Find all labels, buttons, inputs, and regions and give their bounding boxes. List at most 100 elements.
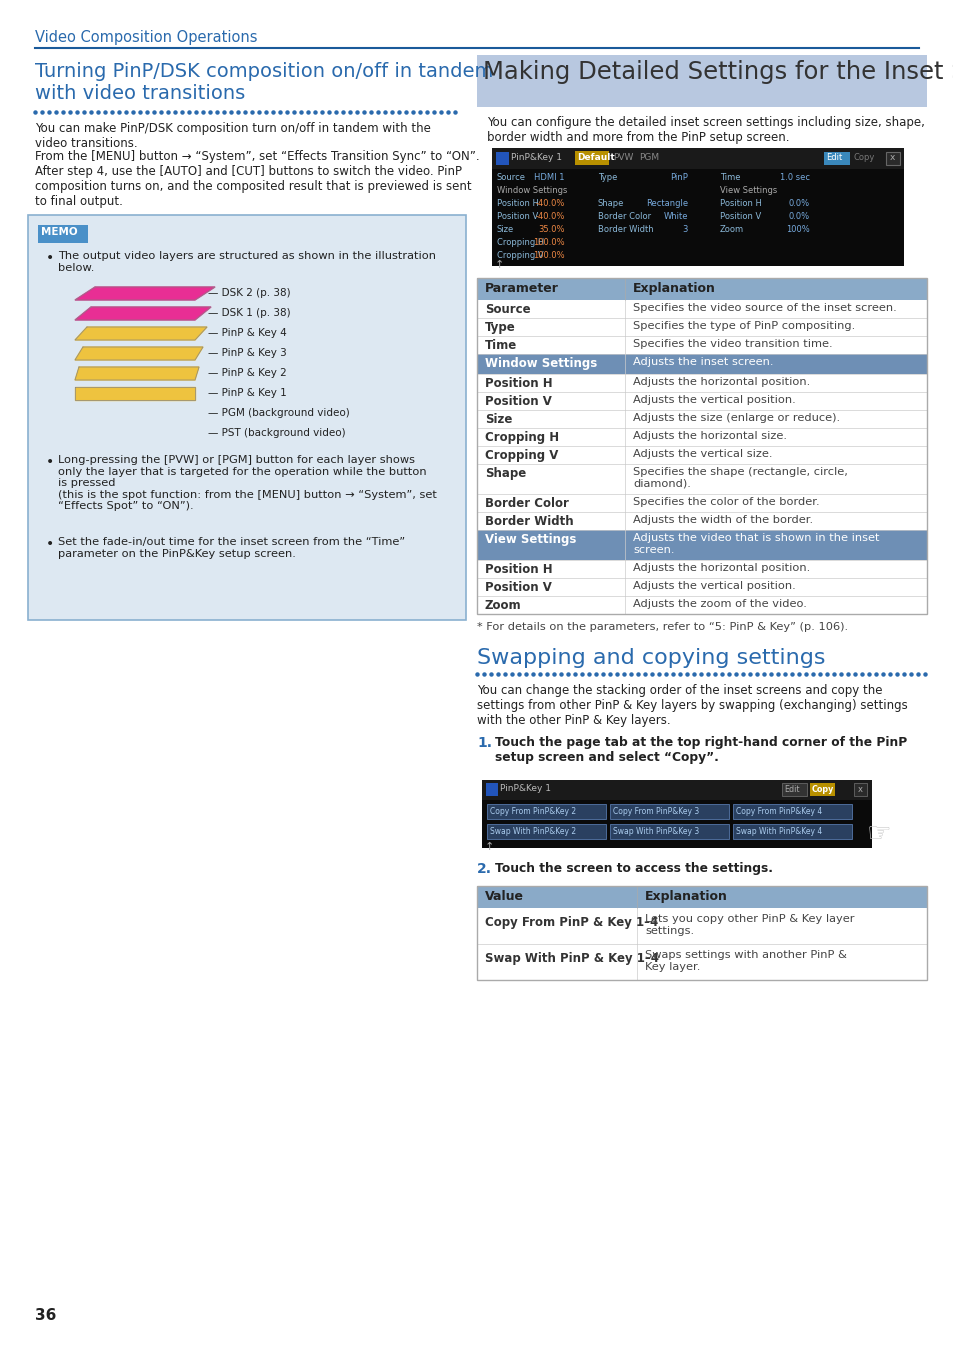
Text: Swaps settings with another PinP &
Key layer.: Swaps settings with another PinP & Key l… [644,950,846,972]
Text: PinP&Key 1: PinP&Key 1 [499,784,551,792]
Bar [732,824,851,838]
Bar [476,278,926,300]
Text: 100.0%: 100.0% [533,238,564,247]
Text: Window Settings: Window Settings [484,356,597,370]
Text: Swap With PinP & Key 1–4: Swap With PinP & Key 1–4 [484,952,659,965]
Polygon shape [75,327,207,340]
Text: Adjusts the vertical position.: Adjusts the vertical position. [633,396,795,405]
Text: 100%: 100% [785,225,809,234]
Text: Set the fade-in/out time for the inset screen from the “Time”
parameter on the P: Set the fade-in/out time for the inset s… [58,537,405,559]
Text: Edit: Edit [825,153,841,162]
Text: — PinP & Key 3: — PinP & Key 3 [208,348,287,358]
Text: Value: Value [484,890,523,903]
Bar [476,374,926,392]
Text: Window Settings: Window Settings [497,186,567,194]
Bar [476,886,926,980]
Bar [809,783,834,796]
Text: You can change the stacking order of the inset screens and copy the
settings fro: You can change the stacking order of the… [476,684,907,728]
Text: Cropping H: Cropping H [484,431,558,444]
Bar [28,215,465,620]
Text: Swap With PinP&Key 2: Swap With PinP&Key 2 [490,828,576,836]
Bar [496,153,509,165]
Text: Position V: Position V [484,580,551,594]
Text: — PGM (background video): — PGM (background video) [208,408,350,418]
Polygon shape [75,347,203,360]
Text: Specifies the color of the border.: Specifies the color of the border. [633,497,819,508]
Bar [476,428,926,446]
Bar [476,512,926,531]
Text: Size: Size [497,225,514,234]
Text: Adjusts the inset screen.: Adjusts the inset screen. [633,356,773,367]
Text: MEMO: MEMO [41,227,77,238]
Text: Touch the page tab at the top right-hand corner of the PinP
setup screen and sel: Touch the page tab at the top right-hand… [495,736,906,764]
Text: Copy From PinP&Key 4: Copy From PinP&Key 4 [735,807,821,815]
Text: Time: Time [484,339,517,352]
Text: After step 4, use the [AUTO] and [CUT] buttons to switch the video. PinP
composi: After step 4, use the [AUTO] and [CUT] b… [35,165,471,208]
Text: Explanation: Explanation [644,890,727,903]
Text: 1.: 1. [476,736,492,751]
Text: 0.0%: 0.0% [788,212,809,221]
Text: ☞: ☞ [866,819,891,848]
Text: Turning PinP/DSK composition on/off in tandem
with video transitions: Turning PinP/DSK composition on/off in t… [35,62,493,103]
Text: Zoom: Zoom [720,225,743,234]
Bar [486,805,605,819]
Text: The output video layers are structured as shown in the illustration
below.: The output video layers are structured a… [58,251,436,273]
Text: Position H: Position H [720,198,761,208]
Text: Cropping H: Cropping H [497,238,543,247]
Text: ↑: ↑ [484,842,494,852]
Text: 3: 3 [682,225,687,234]
Text: Position V: Position V [484,396,551,408]
Text: — PinP & Key 4: — PinP & Key 4 [208,328,287,338]
Text: Border Color: Border Color [598,212,651,221]
Text: -40.0%: -40.0% [535,212,564,221]
Text: Shape: Shape [598,198,623,208]
Text: Position H: Position H [497,198,538,208]
Text: Cropping V: Cropping V [497,251,543,261]
Text: Specifies the video source of the inset screen.: Specifies the video source of the inset … [633,302,896,313]
Bar [481,780,871,848]
Text: Lets you copy other PinP & Key layer
settings.: Lets you copy other PinP & Key layer set… [644,914,854,936]
Text: Adjusts the vertical position.: Adjusts the vertical position. [633,580,795,591]
Text: White: White [662,212,687,221]
Polygon shape [75,306,211,320]
Text: PGM: PGM [639,153,659,162]
Text: Default: Default [577,153,614,162]
Text: You can make PinP/DSK composition turn on/off in tandem with the
video transitio: You can make PinP/DSK composition turn o… [35,122,431,150]
Bar [486,824,605,838]
Bar [38,225,88,243]
Text: Source: Source [497,173,525,182]
Text: Adjusts the horizontal size.: Adjusts the horizontal size. [633,431,786,441]
Bar [476,278,926,614]
Text: Size: Size [484,413,512,427]
Bar [476,446,926,464]
Bar [609,805,728,819]
Text: Position H: Position H [484,377,552,390]
Text: •: • [46,251,54,265]
Bar [476,531,926,560]
Bar [492,148,903,169]
Bar [476,886,926,909]
Text: Rectangle: Rectangle [645,198,687,208]
Text: View Settings: View Settings [484,533,576,545]
Polygon shape [75,288,214,300]
Text: Copy From PinP & Key 1–4: Copy From PinP & Key 1–4 [484,917,658,929]
Text: Border Width: Border Width [484,514,573,528]
Text: Position V: Position V [497,212,537,221]
Text: Copy From PinP&Key 2: Copy From PinP&Key 2 [490,807,576,815]
Text: x: x [889,153,895,162]
Text: You can configure the detailed inset screen settings including size, shape,
bord: You can configure the detailed inset scr… [486,116,923,144]
Text: Video Composition Operations: Video Composition Operations [35,30,257,45]
Text: Swapping and copying settings: Swapping and copying settings [476,648,824,668]
Text: Touch the screen to access the settings.: Touch the screen to access the settings. [495,863,772,875]
Text: Parameter: Parameter [484,282,558,296]
Text: From the [MENU] button → “System”, set “Effects Transition Sync” to “ON”.: From the [MENU] button → “System”, set “… [35,150,479,163]
Text: Copy: Copy [811,784,834,794]
Bar [853,783,866,796]
Text: •: • [46,537,54,551]
Bar [575,151,608,165]
Polygon shape [75,387,194,400]
Bar [823,153,849,165]
Bar [476,392,926,410]
Polygon shape [75,367,199,379]
Text: — PinP & Key 1: — PinP & Key 1 [208,387,287,398]
